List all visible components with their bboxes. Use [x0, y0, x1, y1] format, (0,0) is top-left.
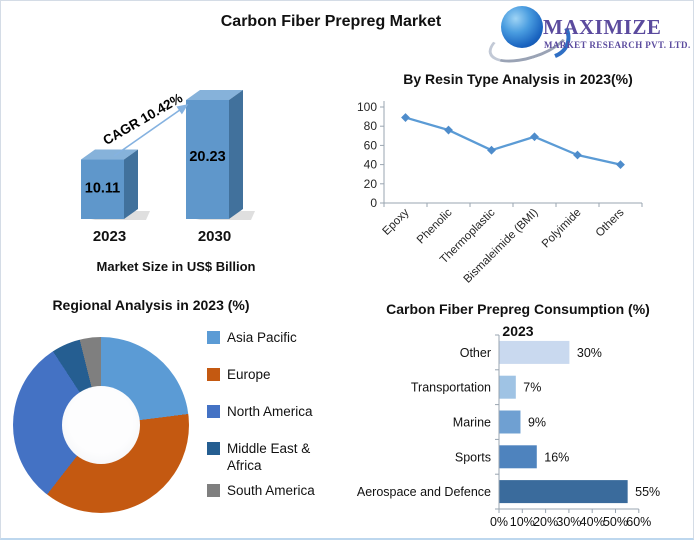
y-tick-label: 20	[364, 177, 378, 191]
bar-side-2030	[229, 90, 243, 219]
legend-item: Middle East & Africa	[207, 440, 333, 474]
market-size-chart: 10.11 2023 20.23 2030 CAGR 10.42% Market Siz…	[11, 59, 341, 291]
globe-icon	[501, 6, 543, 48]
consumption-chart-title: Carbon Fiber Prepreg Consumption (%) 202…	[386, 301, 650, 339]
regional-analysis-chart: Regional Analysis in 2023 (%) Asia Pacif…	[1, 291, 336, 541]
marker-Bismaleimide (BMI)	[530, 132, 539, 142]
legend-label: Europe	[227, 367, 271, 382]
bar-Transportation	[499, 375, 516, 399]
marker-Epoxy	[401, 113, 410, 122]
regional-legend: Asia Pacific Europe North America Middle Ea…	[207, 329, 333, 519]
logo-subtitle-text: MARKET RESEARCH PVT. LTD.	[544, 40, 691, 50]
bar-value-label: 7%	[523, 381, 541, 395]
x-tick-label: 30%	[556, 515, 581, 529]
logo-brand-text: MAXIMIZE	[543, 15, 662, 39]
legend-swatch	[207, 405, 220, 418]
cagr-annotation: CAGR 10.42%	[100, 90, 185, 148]
bar-category-label: Marine	[453, 416, 491, 430]
y-tick-label: 60	[364, 138, 378, 152]
bar-top-2023	[81, 149, 138, 160]
bar-Sports	[499, 445, 537, 469]
data-line	[405, 116, 621, 166]
bar-side-2023	[124, 149, 138, 219]
legend-label: Middle East & Africa	[227, 441, 311, 473]
bar-category-label: Other	[460, 346, 491, 360]
bar-front-2023	[81, 159, 124, 219]
bar-value-label: 9%	[528, 416, 546, 430]
market-size-caption: Market Size in US$ Billion	[96, 259, 256, 274]
axes	[383, 101, 642, 204]
x-tick-label: 0%	[490, 515, 508, 529]
bar-category-label: Sports	[455, 450, 491, 464]
bar-category-label: Aerospace and Defence	[357, 485, 491, 499]
legend-label: Asia Pacific	[227, 330, 297, 345]
bar-category-label: Transportation	[411, 381, 491, 395]
cagr-arrow	[113, 104, 189, 157]
y-tick-label: 100	[357, 100, 377, 114]
bar-Marine	[499, 410, 521, 434]
bar-value-label: 55%	[635, 485, 660, 499]
resin-type-chart: By Resin Type Analysis in 2023(%) 0 20 40 6…	[341, 61, 694, 306]
x-category-label: Phenolic	[415, 206, 455, 246]
bar-value-label: 16%	[544, 450, 569, 464]
bar-value-label: 30%	[577, 346, 602, 360]
legend-swatch	[207, 442, 220, 455]
legend-item: North America	[207, 403, 333, 420]
legend-item: South America	[207, 482, 333, 499]
bar-value-label: 20.23	[189, 149, 225, 165]
x-category-label: Others	[594, 206, 627, 239]
page-title: Carbon Fiber Prepreg Market	[220, 13, 442, 30]
donut-hole	[62, 386, 140, 464]
consumption-chart: Carbon Fiber Prepreg Consumption (%) 202…	[341, 291, 694, 541]
x-tick-label: 60%	[626, 515, 651, 529]
legend-swatch	[207, 484, 220, 497]
legend-label: South America	[227, 483, 315, 498]
bar-front-2030	[186, 100, 229, 219]
marker-Phenolic	[444, 125, 453, 135]
bar-Aerospace and Defence	[499, 480, 628, 504]
company-logo: MAXIMIZE MARKET RESEARCH PVT. LTD.	[483, 2, 691, 72]
marker-Polyimide	[573, 150, 582, 160]
y-tick-label: 80	[364, 119, 378, 133]
bar-category-label: 2023	[93, 228, 126, 245]
legend-label: North America	[227, 404, 313, 419]
bar-top-2030	[186, 90, 243, 100]
x-category-label: Polyimide	[540, 207, 584, 251]
legend-swatch	[207, 331, 220, 344]
bar-value-label: 10.11	[85, 180, 121, 196]
consumption-chart-canvas: Other 30% Transportation 7% Marine 9% Sports 16…	[357, 334, 660, 529]
regional-donut	[13, 337, 189, 513]
y-tick-label: 40	[364, 158, 378, 172]
x-tick-label: 20%	[533, 515, 558, 529]
x-tick-label: 50%	[603, 515, 628, 529]
bar-category-label: 2030	[198, 228, 231, 245]
x-tick-label: 40%	[580, 515, 605, 529]
marker-Thermoplastic	[487, 145, 496, 155]
x-tick-label: 10%	[510, 515, 535, 529]
x-category-label: Epoxy	[381, 206, 412, 237]
market-size-chart-canvas: 10.11 2023 20.23 2030 CAGR 10.42%	[81, 90, 255, 245]
y-tick-label: 0	[370, 196, 377, 210]
regional-chart-title: Regional Analysis in 2023 (%)	[52, 297, 250, 313]
marker-Others	[616, 160, 625, 169]
resin-chart-title: By Resin Type Analysis in 2023(%)	[403, 71, 633, 87]
legend-swatch	[207, 368, 220, 381]
bar-Other	[499, 340, 570, 364]
x-category-label: Bismaleimide (BMI)	[462, 207, 541, 286]
legend-item: Asia Pacific	[207, 329, 333, 346]
legend-item: Europe	[207, 366, 333, 383]
